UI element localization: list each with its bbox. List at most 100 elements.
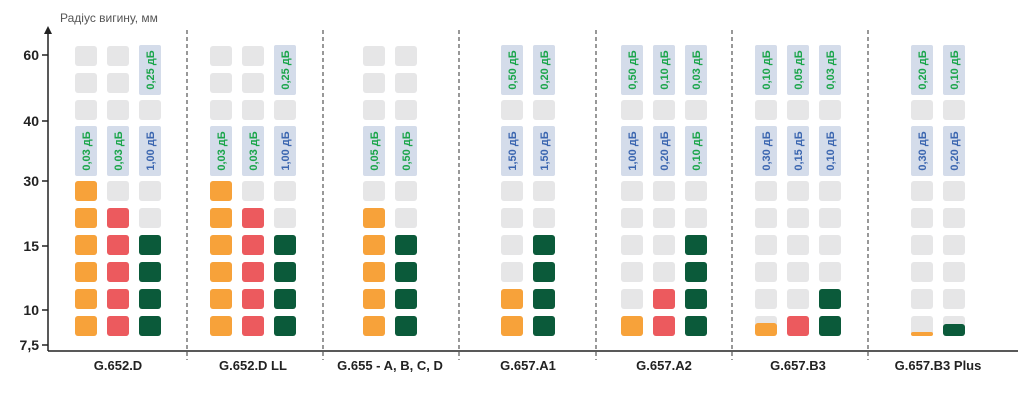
empty-cell bbox=[653, 262, 675, 282]
loss-label-upper-bg bbox=[533, 45, 555, 95]
empty-cell bbox=[501, 262, 523, 282]
empty-cell bbox=[685, 208, 707, 228]
empty-cell bbox=[755, 289, 777, 309]
filled-cell bbox=[685, 316, 707, 336]
empty-cell bbox=[274, 100, 296, 120]
loss-label-upper: 0,25 дБ bbox=[280, 50, 292, 89]
empty-cell bbox=[242, 181, 264, 201]
empty-cell bbox=[501, 208, 523, 228]
filled-cell bbox=[139, 262, 161, 282]
empty-cell bbox=[210, 73, 232, 93]
y-axis-label: Радіус вигину, мм bbox=[60, 11, 158, 25]
filled-cell bbox=[819, 289, 841, 309]
empty-cell bbox=[501, 181, 523, 201]
empty-cell bbox=[139, 181, 161, 201]
filled-cell bbox=[139, 316, 161, 336]
loss-label-bg bbox=[685, 126, 707, 176]
empty-cell bbox=[533, 208, 555, 228]
loss-label-upper: 0,10 дБ bbox=[761, 50, 773, 89]
filled-cell bbox=[210, 289, 232, 309]
empty-cell bbox=[685, 181, 707, 201]
loss-label: 0,05 дБ bbox=[369, 131, 381, 170]
loss-label-upper-bg bbox=[274, 45, 296, 95]
filled-cell bbox=[210, 235, 232, 255]
loss-label-bg bbox=[395, 126, 417, 176]
loss-label: 0,03 дБ bbox=[113, 131, 125, 170]
loss-label-upper-bg bbox=[787, 45, 809, 95]
empty-cell bbox=[621, 289, 643, 309]
loss-label-upper-bg bbox=[911, 45, 933, 95]
filled-cell bbox=[210, 316, 232, 336]
y-tick-label: 40 bbox=[23, 113, 39, 129]
empty-cell bbox=[911, 208, 933, 228]
empty-cell bbox=[139, 208, 161, 228]
loss-label-upper: 0,20 дБ bbox=[917, 50, 929, 89]
filled-cell bbox=[107, 208, 129, 228]
empty-cell bbox=[363, 73, 385, 93]
empty-cell bbox=[819, 208, 841, 228]
empty-cell bbox=[911, 181, 933, 201]
empty-cell bbox=[242, 73, 264, 93]
filled-cell bbox=[139, 235, 161, 255]
filled-cell bbox=[242, 316, 264, 336]
empty-cell bbox=[653, 181, 675, 201]
empty-cell bbox=[943, 181, 965, 201]
category-label: G.652.D bbox=[94, 358, 142, 373]
loss-label: 0,03 дБ bbox=[248, 131, 260, 170]
loss-label: 0,30 дБ bbox=[917, 131, 929, 170]
y-tick-label: 7,5 bbox=[20, 337, 40, 353]
loss-label-bg bbox=[819, 126, 841, 176]
filled-cell bbox=[210, 181, 232, 201]
empty-cell bbox=[787, 262, 809, 282]
empty-cell bbox=[533, 181, 555, 201]
empty-cell bbox=[363, 181, 385, 201]
loss-label-bg bbox=[107, 126, 129, 176]
empty-cell bbox=[75, 46, 97, 66]
filled-cell bbox=[107, 235, 129, 255]
empty-cell bbox=[75, 73, 97, 93]
empty-cell bbox=[621, 262, 643, 282]
empty-cell bbox=[943, 100, 965, 120]
filled-cell bbox=[501, 289, 523, 309]
filled-cell bbox=[653, 316, 675, 336]
loss-label: 0,30 дБ bbox=[761, 131, 773, 170]
filled-cell bbox=[533, 289, 555, 309]
empty-cell bbox=[621, 208, 643, 228]
filled-cell bbox=[107, 316, 129, 336]
filled-cell bbox=[363, 316, 385, 336]
empty-cell bbox=[787, 100, 809, 120]
filled-cell bbox=[210, 208, 232, 228]
empty-cell bbox=[911, 262, 933, 282]
empty-cell bbox=[395, 100, 417, 120]
filled-cell bbox=[107, 289, 129, 309]
loss-label-bg bbox=[139, 126, 161, 176]
y-tick-label: 30 bbox=[23, 173, 39, 189]
filled-cell bbox=[395, 262, 417, 282]
loss-label-bg bbox=[943, 126, 965, 176]
empty-cell bbox=[755, 262, 777, 282]
empty-cell bbox=[819, 100, 841, 120]
filled-cell bbox=[139, 289, 161, 309]
empty-cell bbox=[943, 208, 965, 228]
loss-label-upper-bg bbox=[621, 45, 643, 95]
filled-cell bbox=[819, 316, 841, 336]
loss-label: 1,00 дБ bbox=[280, 131, 292, 170]
filled-cell-partial bbox=[943, 324, 965, 336]
empty-cell bbox=[242, 46, 264, 66]
filled-cell-partial bbox=[755, 323, 777, 336]
loss-label-bg bbox=[274, 126, 296, 176]
category-label: G.657.A1 bbox=[500, 358, 556, 373]
loss-label: 0,10 дБ bbox=[691, 131, 703, 170]
empty-cell bbox=[755, 181, 777, 201]
empty-cell bbox=[107, 181, 129, 201]
empty-cell bbox=[787, 289, 809, 309]
filled-cell bbox=[75, 208, 97, 228]
empty-cell bbox=[75, 100, 97, 120]
filled-cell bbox=[75, 316, 97, 336]
filled-cell bbox=[787, 316, 809, 336]
loss-label-upper-bg bbox=[755, 45, 777, 95]
loss-label-upper: 0,25 дБ bbox=[145, 50, 157, 89]
loss-label: 0,03 дБ bbox=[81, 131, 93, 170]
loss-label: 1,00 дБ bbox=[145, 131, 157, 170]
